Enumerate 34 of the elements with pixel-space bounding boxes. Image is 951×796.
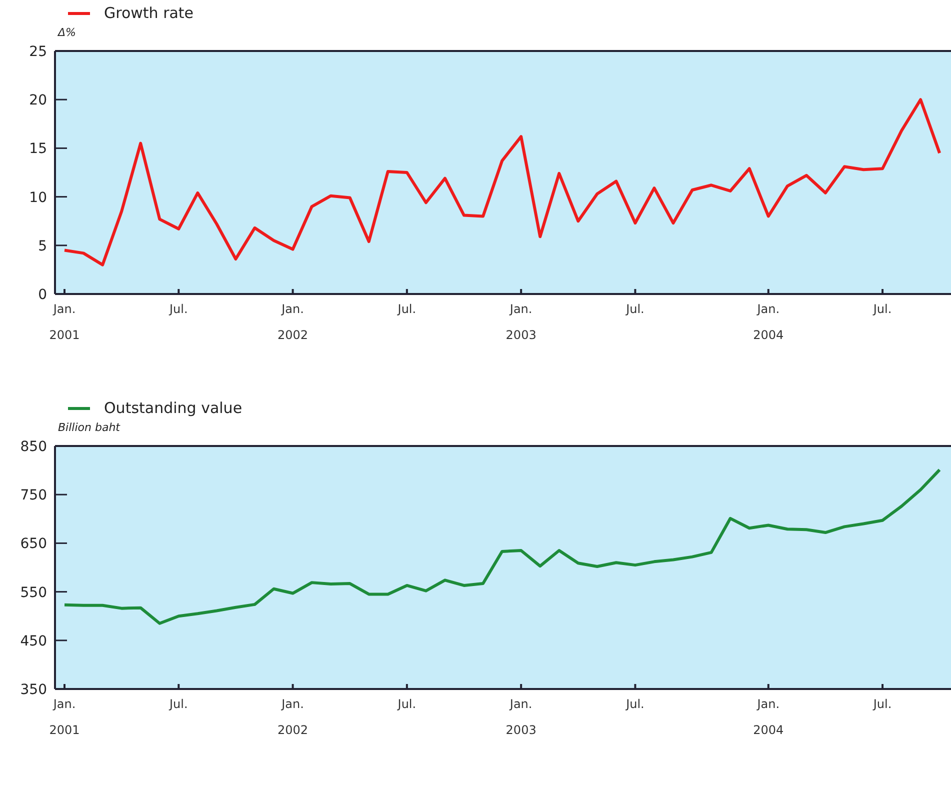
y-tick-label: 450 [20,633,47,650]
x-tick-label: Jul. [625,302,644,316]
x-tick-label: Jul. [396,697,416,711]
x-tick-label: Jan. 2003 [506,302,536,342]
legend-label: Growth rate [104,4,194,22]
x-tick-label: Jan. 2004 [753,697,784,737]
line-series [63,468,942,625]
x-tick-label: Jan. 2001 [49,302,80,342]
y-tick-label: 10 [29,190,47,206]
y-tick-label: 850 [20,438,47,455]
y-tick-label: 750 [20,488,47,504]
x-tick-label: Jul. [396,302,416,316]
y-tick-label: 350 [20,682,47,698]
x-tick-label: Jan. 2001 [49,697,80,737]
x-tick-label: Jul. [625,697,644,711]
x-tick-label: Jan. 2004 [753,302,784,342]
x-tick-label: Jul. [168,302,188,316]
y-axis-title: Δ% [56,26,77,41]
line-series [63,98,942,266]
x-tick-label: Jul. [168,697,188,711]
legend-label: Outstanding value [104,399,242,417]
x-tick-label: Jan. 2002 [278,302,308,342]
y-tick-label: 20 [29,92,47,109]
y-tick-label: 650 [20,536,47,552]
y-tick-label: 15 [29,141,47,158]
y-tick-label: 550 [20,584,47,601]
x-tick-label: Jul. [872,697,892,711]
x-tick-label: Jan. 2003 [506,697,536,737]
y-axis-title: Billion baht [57,421,122,436]
y-tick-label: 5 [38,238,47,254]
x-tick-label: Jan. 2002 [278,697,308,737]
x-tick-label: Jul. [872,302,892,316]
y-tick-label: 0 [38,286,47,303]
y-tick-label: 25 [29,44,47,60]
